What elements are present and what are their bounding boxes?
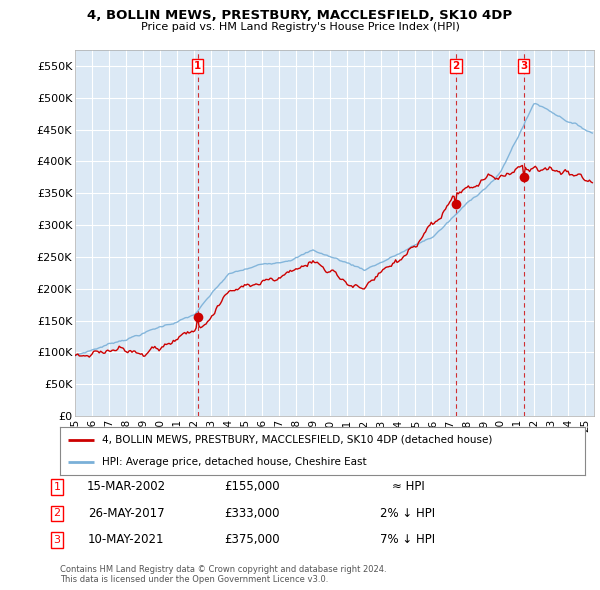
- Text: 2: 2: [452, 61, 460, 71]
- Text: 1: 1: [53, 482, 61, 491]
- Text: 3: 3: [53, 535, 61, 545]
- Text: 7% ↓ HPI: 7% ↓ HPI: [380, 533, 436, 546]
- Text: 4, BOLLIN MEWS, PRESTBURY, MACCLESFIELD, SK10 4DP: 4, BOLLIN MEWS, PRESTBURY, MACCLESFIELD,…: [88, 9, 512, 22]
- Text: ≈ HPI: ≈ HPI: [392, 480, 424, 493]
- Text: Contains HM Land Registry data © Crown copyright and database right 2024.
This d: Contains HM Land Registry data © Crown c…: [60, 565, 386, 584]
- Text: £375,000: £375,000: [224, 533, 280, 546]
- Text: 2% ↓ HPI: 2% ↓ HPI: [380, 507, 436, 520]
- Text: 3: 3: [520, 61, 527, 71]
- Text: Price paid vs. HM Land Registry's House Price Index (HPI): Price paid vs. HM Land Registry's House …: [140, 22, 460, 32]
- Text: 10-MAY-2021: 10-MAY-2021: [88, 533, 164, 546]
- Text: 4, BOLLIN MEWS, PRESTBURY, MACCLESFIELD, SK10 4DP (detached house): 4, BOLLIN MEWS, PRESTBURY, MACCLESFIELD,…: [102, 435, 493, 445]
- Text: 26-MAY-2017: 26-MAY-2017: [88, 507, 164, 520]
- Text: 1: 1: [194, 61, 202, 71]
- Text: £155,000: £155,000: [224, 480, 280, 493]
- Text: 2: 2: [53, 509, 61, 518]
- Text: £333,000: £333,000: [224, 507, 280, 520]
- Text: 15-MAR-2002: 15-MAR-2002: [86, 480, 166, 493]
- Text: HPI: Average price, detached house, Cheshire East: HPI: Average price, detached house, Ches…: [102, 457, 367, 467]
